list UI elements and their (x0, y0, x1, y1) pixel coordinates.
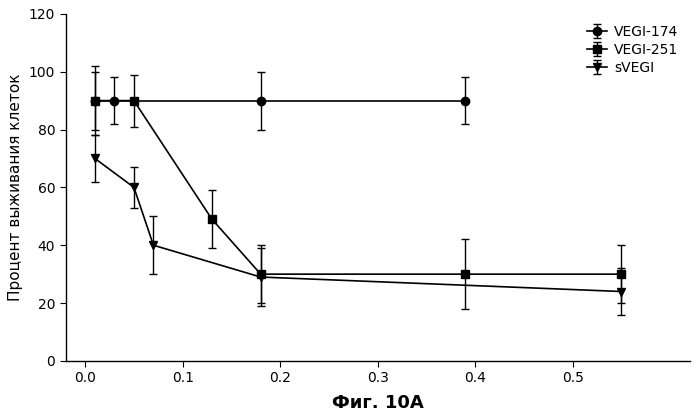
Legend: VEGI-174, VEGI-251, sVEGI: VEGI-174, VEGI-251, sVEGI (582, 21, 683, 79)
Y-axis label: Процент выживания клеток: Процент выживания клеток (8, 74, 23, 301)
X-axis label: Фиг. 10A: Фиг. 10A (332, 394, 424, 412)
